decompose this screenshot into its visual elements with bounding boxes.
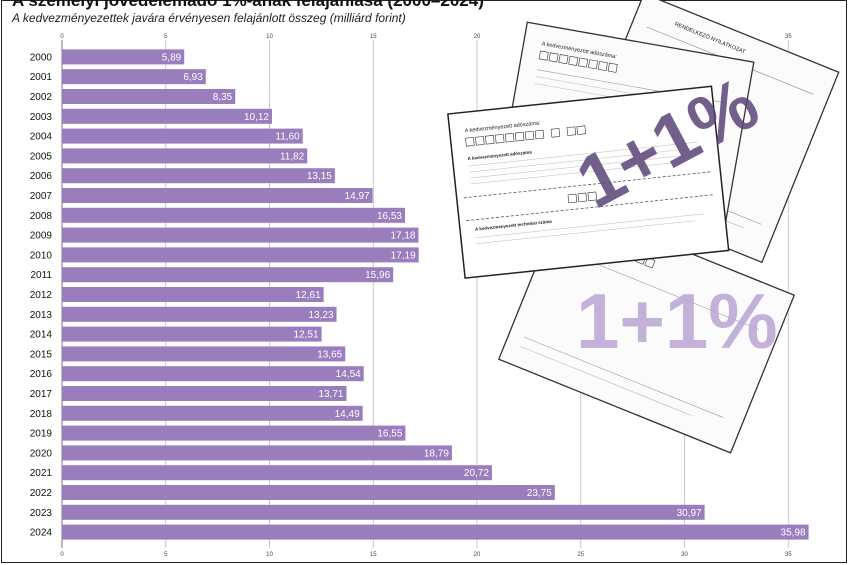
value-label: 17,19 [391,250,416,261]
x-tick-label-bottom: 15 [370,552,377,558]
value-label: 6,93 [183,72,203,83]
year-label: 2010 [30,250,53,261]
bar [62,287,324,302]
value-label: 30,97 [677,508,702,519]
x-tick-label-top: 20 [474,34,481,40]
x-tick-label-bottom: 5 [164,552,168,558]
x-tick-label-bottom: 20 [474,552,481,558]
year-label: 2014 [30,330,53,341]
value-label: 14,49 [335,409,360,420]
bar [62,227,419,243]
year-label: 2004 [30,132,53,143]
bar [62,207,405,223]
bar [62,148,308,164]
value-label: 13,15 [307,171,332,182]
value-label: 13,65 [317,349,342,360]
value-label: 11,82 [280,151,305,162]
bar [62,188,373,203]
x-tick-label-top: 10 [266,34,273,40]
x-tick-label-top: 35 [785,34,792,40]
bar [62,326,322,342]
x-tick-label-bottom: 35 [785,552,792,558]
bar [62,168,335,184]
chart-title: A személyi jövedelemadó 1%-ának felajánl… [12,0,484,10]
bar [62,128,303,144]
chart-subtitle: A kedvezményezettek javára érvényesen fe… [12,11,406,25]
year-label: 2006 [30,171,53,182]
value-label: 23,75 [527,488,552,499]
value-label: 13,71 [318,389,343,400]
value-label: 16,53 [377,211,402,222]
year-label: 2021 [30,468,53,479]
bar [62,306,337,322]
value-label: 13,23 [308,310,333,321]
year-label: 2012 [30,290,53,301]
year-label: 2009 [30,231,53,242]
year-label: 2019 [30,429,53,440]
x-tick-label-top: 30 [681,34,688,40]
bar [62,405,363,421]
year-label: 2001 [30,72,53,83]
bar [62,89,236,104]
year-label: 2017 [30,389,53,400]
year-label: 2020 [30,448,53,459]
year-label: 2003 [30,112,53,123]
value-label: 15,96 [365,270,390,281]
year-label: 2022 [30,488,53,499]
bar [62,465,492,481]
bar [62,267,394,283]
bar [62,445,452,461]
value-label: 11,60 [275,132,300,143]
value-label: 17,18 [390,231,415,242]
value-label: 16,55 [377,429,402,440]
value-label: 14,54 [336,369,361,380]
value-label: 12,51 [294,330,319,341]
year-label: 2011 [30,270,52,281]
year-label: 2023 [30,508,53,519]
x-tick-label-bottom: 30 [681,552,688,558]
x-tick-label-top: 25 [577,34,584,40]
year-label: 2007 [30,191,53,202]
year-label: 2000 [30,52,53,63]
year-label: 2016 [30,369,53,380]
bar [62,346,346,362]
value-label: 8,35 [213,92,233,103]
bar [62,366,364,382]
year-label: 2008 [30,211,53,222]
year-label: 2024 [30,528,53,539]
bar [62,485,555,500]
value-label: 12,61 [296,290,321,301]
value-label: 18,79 [424,448,449,459]
value-label: 5,89 [162,52,182,63]
year-label: 2005 [30,151,53,162]
x-tick-label-top: 0 [60,34,64,40]
x-tick-label-top: 15 [370,34,377,40]
bar [62,69,206,85]
year-label: 2002 [30,92,53,103]
value-label: 14,97 [345,191,370,202]
x-tick-label-bottom: 0 [60,552,64,558]
bar [62,425,406,441]
year-label: 2013 [30,310,53,321]
year-label: 2015 [30,349,53,360]
bar [62,504,705,520]
value-label: 35,98 [781,528,806,539]
bar [62,247,419,263]
value-label: 20,72 [464,468,489,479]
x-tick-label-bottom: 25 [577,552,584,558]
value-label: 10,12 [244,112,269,123]
bar [62,524,809,540]
bar [62,386,347,401]
bar [62,49,185,65]
x-tick-label-top: 5 [164,34,168,40]
year-label: 2018 [30,409,53,420]
bar [62,108,272,124]
x-tick-label-bottom: 10 [266,552,273,558]
